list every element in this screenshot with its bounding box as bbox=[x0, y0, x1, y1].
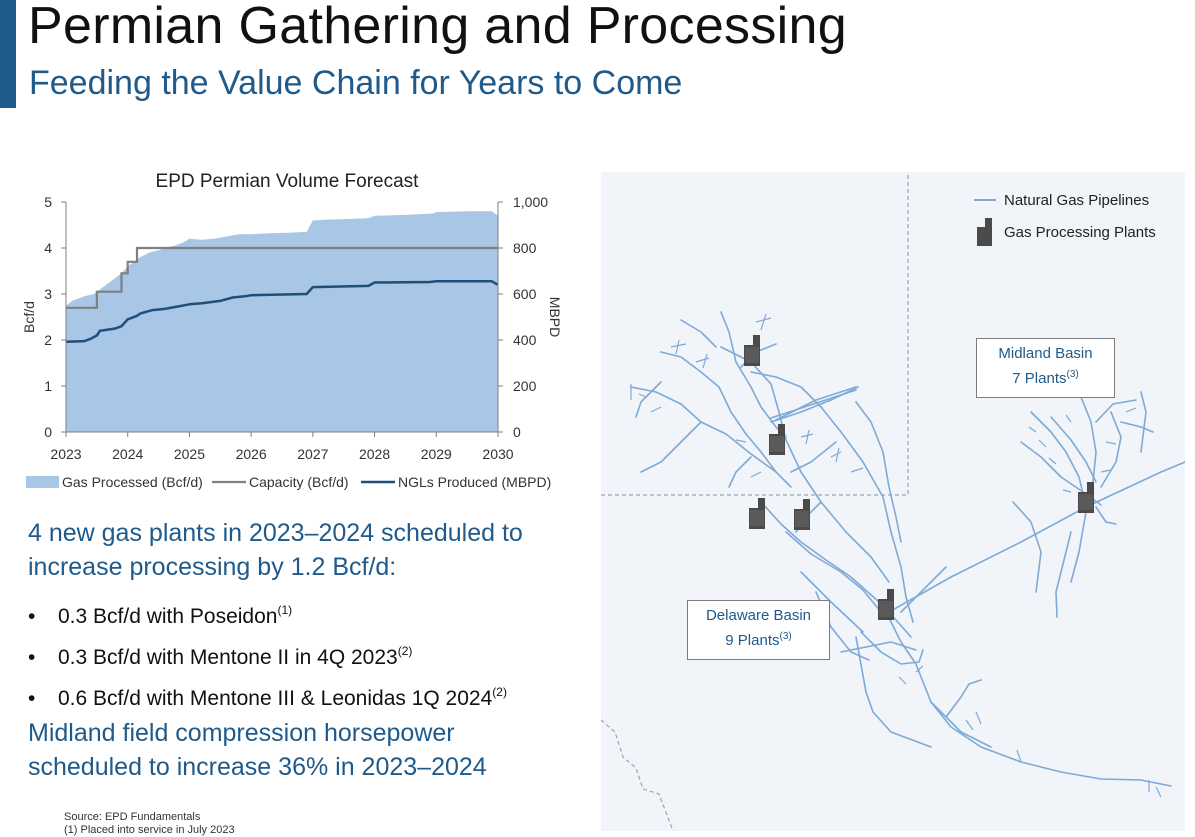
x-tick-label: 2024 bbox=[112, 446, 143, 462]
map-legend: Natural Gas Pipelines Gas Processing Pla… bbox=[974, 184, 1156, 248]
footnote-1: (1) Placed into service in July 2023 bbox=[64, 824, 235, 836]
new-plants-headline: 4 new gas plants in 2023–2024 scheduled … bbox=[28, 519, 523, 581]
basin-plant-count: 9 Plants(3) bbox=[725, 631, 792, 649]
x-tick-label: 2030 bbox=[482, 446, 513, 462]
bullet-text: 0.6 Bcf/d with Mentone III & Leonidas 1Q… bbox=[58, 687, 493, 710]
permian-map bbox=[601, 172, 1185, 831]
border-river bbox=[601, 719, 674, 831]
plant-icon bbox=[769, 424, 785, 455]
y-tick-label: 5 bbox=[44, 194, 52, 210]
legend-pipelines-label: Natural Gas Pipelines bbox=[1004, 191, 1150, 209]
plant-icon bbox=[749, 498, 765, 529]
plant-icon bbox=[1078, 482, 1094, 513]
y-tick-label: 4 bbox=[44, 240, 52, 256]
y-axis-label: Bcf/d bbox=[21, 301, 37, 333]
bullet-marker: • bbox=[28, 605, 36, 628]
x-tick-label: 2029 bbox=[421, 446, 452, 462]
bullet-poseidon: • 0.3 Bcf/d with Poseidon(1) bbox=[28, 590, 507, 631]
y-tick-label: 3 bbox=[44, 286, 52, 302]
x-tick-label: 2027 bbox=[297, 446, 328, 462]
x-tick-label: 2028 bbox=[359, 446, 390, 462]
x-tick-label: 2023 bbox=[50, 446, 81, 462]
y2-axis-label: MBPD bbox=[547, 297, 563, 337]
title-accent-bar bbox=[0, 0, 16, 108]
y2-tick-label: 0 bbox=[513, 424, 521, 440]
x-tick-label: 2025 bbox=[174, 446, 205, 462]
bullet-footnote-ref: (2) bbox=[397, 644, 413, 658]
legend-pipelines: Natural Gas Pipelines bbox=[974, 184, 1156, 216]
page-title: Permian Gathering and Processing bbox=[28, 0, 847, 55]
bullet-mentone-iii-leonidas: • 0.6 Bcf/d with Mentone III & Leonidas 1… bbox=[28, 672, 507, 713]
bullet-mentone-ii: • 0.3 Bcf/d with Mentone II in 4Q 2023(2) bbox=[28, 631, 507, 672]
basin-plant-count: 7 Plants(3) bbox=[1012, 369, 1079, 387]
legend-plants: Gas Processing Plants bbox=[974, 216, 1156, 248]
plant-icon bbox=[974, 217, 996, 247]
basin-name: Delaware Basin bbox=[705, 607, 812, 624]
legend-label-capacity: Capacity (Bcf/d) bbox=[249, 474, 349, 490]
plant-bullet-list: • 0.3 Bcf/d with Poseidon(1) • 0.3 Bcf/d w… bbox=[28, 590, 507, 713]
y2-tick-label: 1,000 bbox=[513, 194, 548, 210]
y2-tick-label: 600 bbox=[513, 286, 537, 302]
pipeline-line-icon bbox=[974, 198, 996, 202]
plant-icon bbox=[794, 499, 810, 530]
bullet-text: 0.3 Bcf/d with Mentone II in 4Q 2023 bbox=[58, 646, 398, 669]
y-tick-label: 2 bbox=[44, 332, 52, 348]
compression-headline: Midland field compression horsepower sch… bbox=[28, 719, 487, 781]
ngl-produced-line bbox=[65, 280, 499, 344]
y2-tick-label: 400 bbox=[513, 332, 537, 348]
y-tick-label: 1 bbox=[44, 378, 52, 394]
chart-title: EPD Permian Volume Forecast bbox=[156, 171, 420, 192]
plant-icon bbox=[878, 589, 894, 620]
legend-swatch-gas bbox=[26, 476, 59, 488]
x-tick-label: 2026 bbox=[236, 446, 267, 462]
gas-processed-area bbox=[66, 211, 498, 432]
bullet-text: 0.3 Bcf/d with Poseidon bbox=[58, 605, 278, 628]
delaware-basin-label: Delaware Basin 9 Plants(3) bbox=[687, 600, 830, 660]
legend-label-ngl: NGLs Produced (MBPD) bbox=[398, 474, 551, 490]
plant-icon bbox=[744, 335, 760, 366]
map-canvas bbox=[601, 172, 1185, 831]
y-tick-label: 0 bbox=[44, 424, 52, 440]
bullet-marker: • bbox=[28, 687, 36, 710]
footnotes: Source: EPD Fundamentals (1) Placed into… bbox=[64, 811, 235, 837]
pipeline-stubs bbox=[630, 313, 1162, 798]
midland-basin-label: Midland Basin 7 Plants(3) bbox=[976, 338, 1115, 398]
page-subtitle: Feeding the Value Chain for Years to Com… bbox=[29, 64, 683, 102]
legend-label-gas: Gas Processed (Bcf/d) bbox=[62, 474, 203, 490]
bullet-footnote-ref: (2) bbox=[492, 685, 507, 699]
volume-forecast-chart: EPD Permian Volume Forecast 0 1 2 3 4 5 0 200 400… bbox=[21, 171, 563, 490]
source-note: Source: EPD Fundamentals bbox=[64, 811, 201, 823]
y2-tick-label: 800 bbox=[513, 240, 537, 256]
legend-plants-label: Gas Processing Plants bbox=[1004, 223, 1156, 241]
processing-plants bbox=[744, 335, 1094, 620]
bullet-footnote-ref: (1) bbox=[277, 603, 293, 617]
bullet-marker: • bbox=[28, 646, 36, 669]
y2-tick-label: 200 bbox=[513, 378, 537, 394]
basin-name: Midland Basin bbox=[998, 345, 1093, 362]
capacity-line bbox=[66, 246, 498, 309]
